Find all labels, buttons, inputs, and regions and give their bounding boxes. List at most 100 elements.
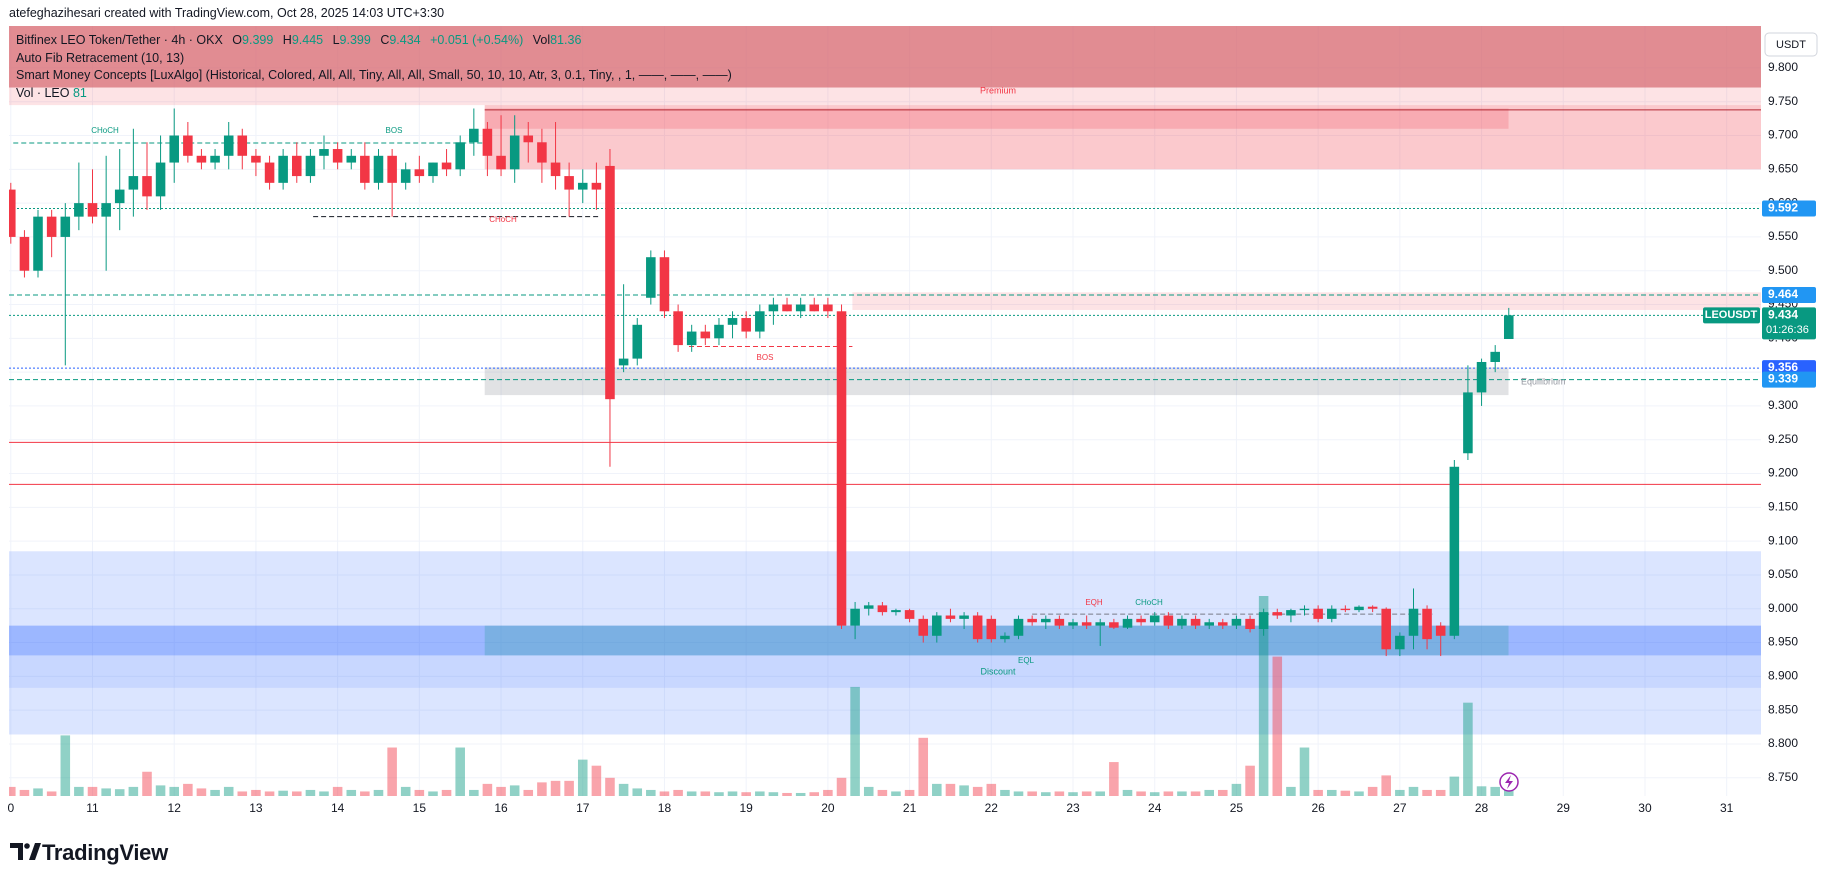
candle-body [33, 216, 43, 271]
volume-bar [863, 786, 874, 796]
candle-body [346, 155, 357, 163]
candle-body [1476, 361, 1487, 393]
candle-body [1190, 618, 1201, 626]
currency-box[interactable] [1764, 32, 1818, 57]
volume-bar [1490, 786, 1500, 796]
volume-bar [646, 789, 656, 796]
candle-body [646, 257, 656, 298]
zone [9, 625, 1761, 656]
candle-body [264, 162, 275, 183]
candle-body [850, 608, 860, 626]
volume-bar [114, 789, 125, 796]
candle-body [1109, 622, 1119, 628]
candle-body [1435, 625, 1446, 636]
volume-bar [1408, 786, 1419, 796]
choch-label: CHoCH [1135, 598, 1163, 607]
candle-body [1218, 622, 1228, 626]
zone [484, 625, 1509, 656]
legend: Bitfinex LEO Token/Tether · 4h · OKX O9.… [16, 32, 732, 102]
candle-body [482, 128, 493, 156]
ohlc-value: 9.445 [291, 33, 324, 47]
candle-body [591, 182, 602, 190]
candle-body [823, 304, 833, 312]
volume-bar [809, 792, 820, 796]
candle-body [1177, 618, 1187, 626]
candle-body [1503, 315, 1514, 340]
volume-bar [1422, 789, 1432, 796]
volume-bar [523, 789, 534, 796]
volume-bar [591, 765, 602, 796]
x-tick-label: 21 [903, 801, 917, 815]
candle-body [564, 176, 574, 190]
candle-body [155, 162, 166, 197]
candle-body [60, 216, 71, 237]
y-tick-label: 8.800 [1768, 736, 1798, 750]
volume-bar [823, 789, 833, 796]
candle-body [46, 216, 57, 237]
volume-bar [673, 789, 683, 796]
volume-bar [319, 791, 329, 796]
volume-bar [469, 789, 479, 796]
candle-body [509, 135, 520, 170]
y-tick-label: 9.000 [1768, 601, 1798, 615]
volume-row[interactable]: Vol · LEO 81 [16, 85, 732, 103]
volume-bar [142, 771, 152, 796]
brand: TradingView [42, 840, 168, 865]
y-tick-label: 9.150 [1768, 500, 1798, 514]
volume-bar [918, 737, 929, 796]
volume-bar [1027, 791, 1037, 796]
volume-bar [387, 747, 397, 796]
volume-bar [1327, 789, 1337, 796]
candle-body [577, 182, 588, 190]
eql-label: EQL [1018, 656, 1035, 665]
candle-body [755, 311, 765, 332]
volume-bar [1081, 791, 1092, 796]
x-tick-label: 25 [1230, 801, 1244, 815]
candle-body [1095, 622, 1105, 626]
plot-area [9, 26, 1761, 796]
candle-body [782, 304, 792, 312]
volume-bar [850, 686, 860, 796]
ohlc-key: C [380, 33, 390, 47]
candle-body [1422, 608, 1432, 640]
bos-label: BOS [386, 126, 403, 135]
volume-bar [1395, 789, 1405, 796]
zone [484, 108, 1509, 129]
zone [484, 367, 1509, 396]
lightning-icon[interactable] [1499, 772, 1519, 792]
ohlc-value: 9.434 [389, 33, 421, 47]
x-tick-label: 19 [739, 801, 753, 815]
volume-bar [605, 777, 615, 796]
zone [484, 105, 1761, 170]
indicator-row[interactable]: Smart Money Concepts [LuxAlgo] (Historic… [16, 68, 732, 82]
volume-bar [714, 792, 724, 796]
candle-body [74, 203, 84, 217]
indicator-row[interactable]: Auto Fib Retracement (10, 13) [16, 50, 185, 65]
candle-body [795, 304, 806, 312]
volume-bar [659, 791, 670, 796]
zone [9, 655, 1761, 688]
axes: USDT 0 11 12 13 14 15 16 17 18 19 20 21 22 23 24 25 26 27… [7, 32, 1818, 815]
candle-body [972, 615, 983, 640]
ohlc-key: L [332, 33, 340, 47]
discount-label: Discount [980, 666, 1016, 676]
volume-bar [1449, 776, 1460, 796]
y-tick-label: 9.700 [1768, 128, 1798, 142]
candle-body [1027, 618, 1037, 623]
volume-bar [169, 786, 179, 796]
candle-body [945, 615, 956, 619]
volume-bar [509, 785, 520, 796]
candle-body [142, 176, 152, 197]
volume-bar [346, 789, 357, 796]
y-tick-label: 9.750 [1768, 94, 1798, 108]
candle-body [183, 135, 193, 156]
candle-body [809, 304, 820, 312]
y-tick-label: 9.800 [1768, 60, 1798, 74]
price-tag-label: 9.592 [1768, 201, 1798, 215]
candle-body [169, 135, 179, 163]
volume-bar [1068, 792, 1078, 796]
candle-body [9, 189, 16, 237]
candle-body [986, 618, 997, 640]
volume-bar [60, 735, 71, 796]
price-tag [1762, 200, 1816, 217]
